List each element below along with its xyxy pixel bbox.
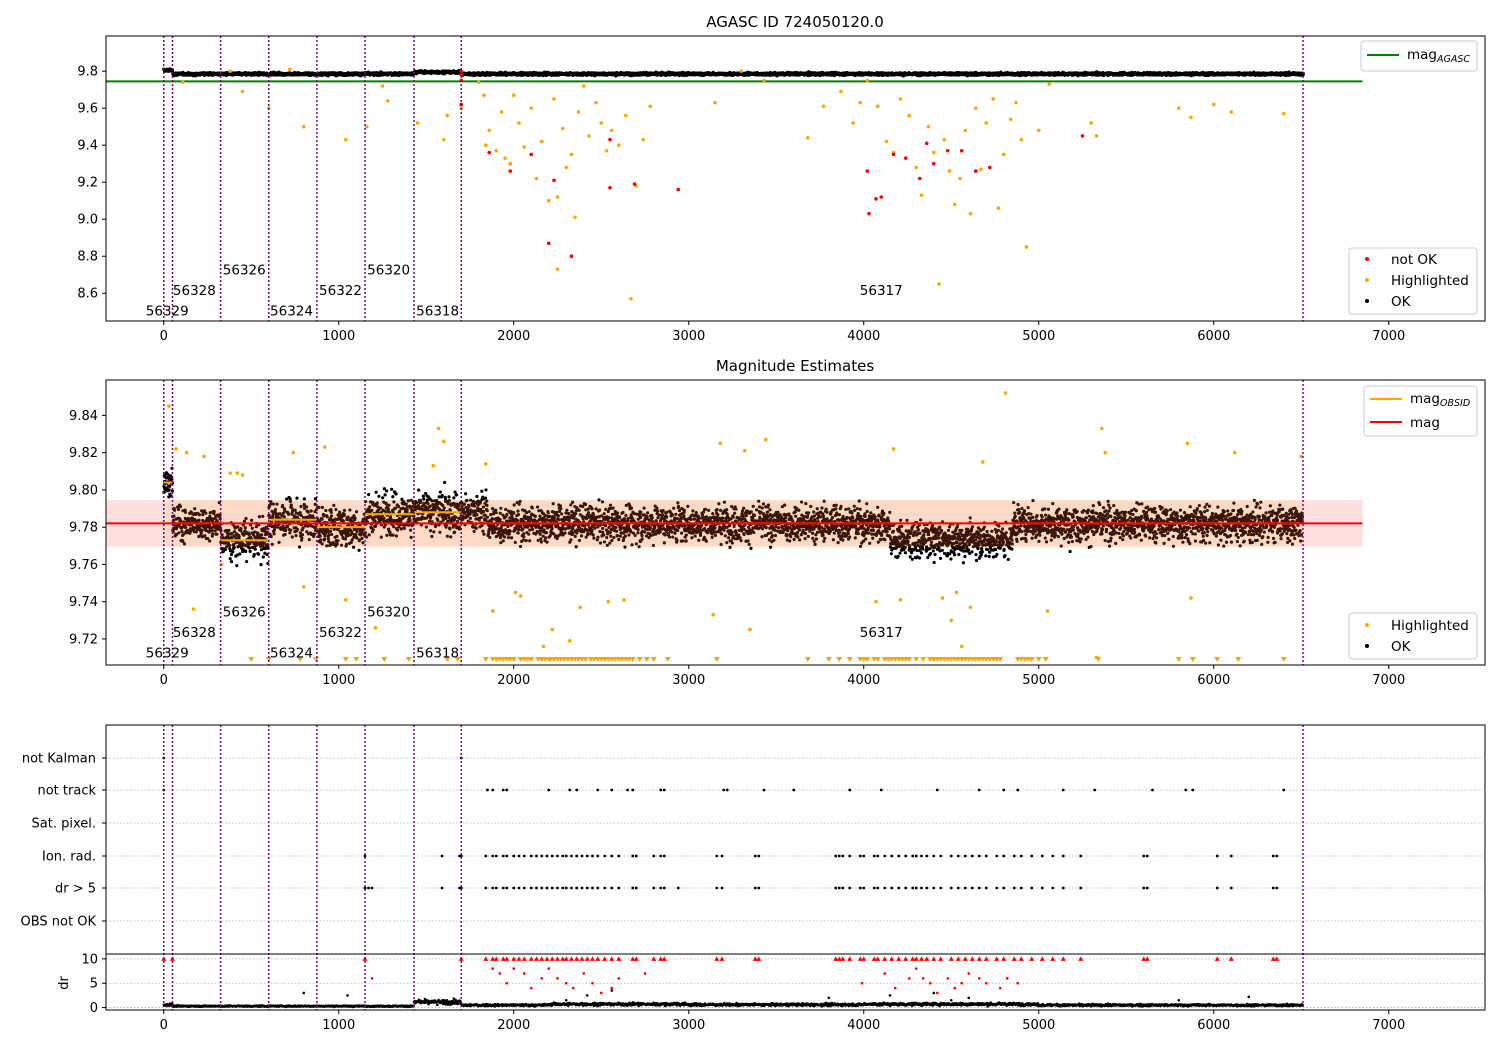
ok-points [162, 67, 1305, 78]
agasc-magnitude-panel: AGASC ID 724050120.0 5632956328563265632… [77, 13, 1486, 344]
panel1-title: AGASC ID 724050120.0 [706, 13, 884, 31]
